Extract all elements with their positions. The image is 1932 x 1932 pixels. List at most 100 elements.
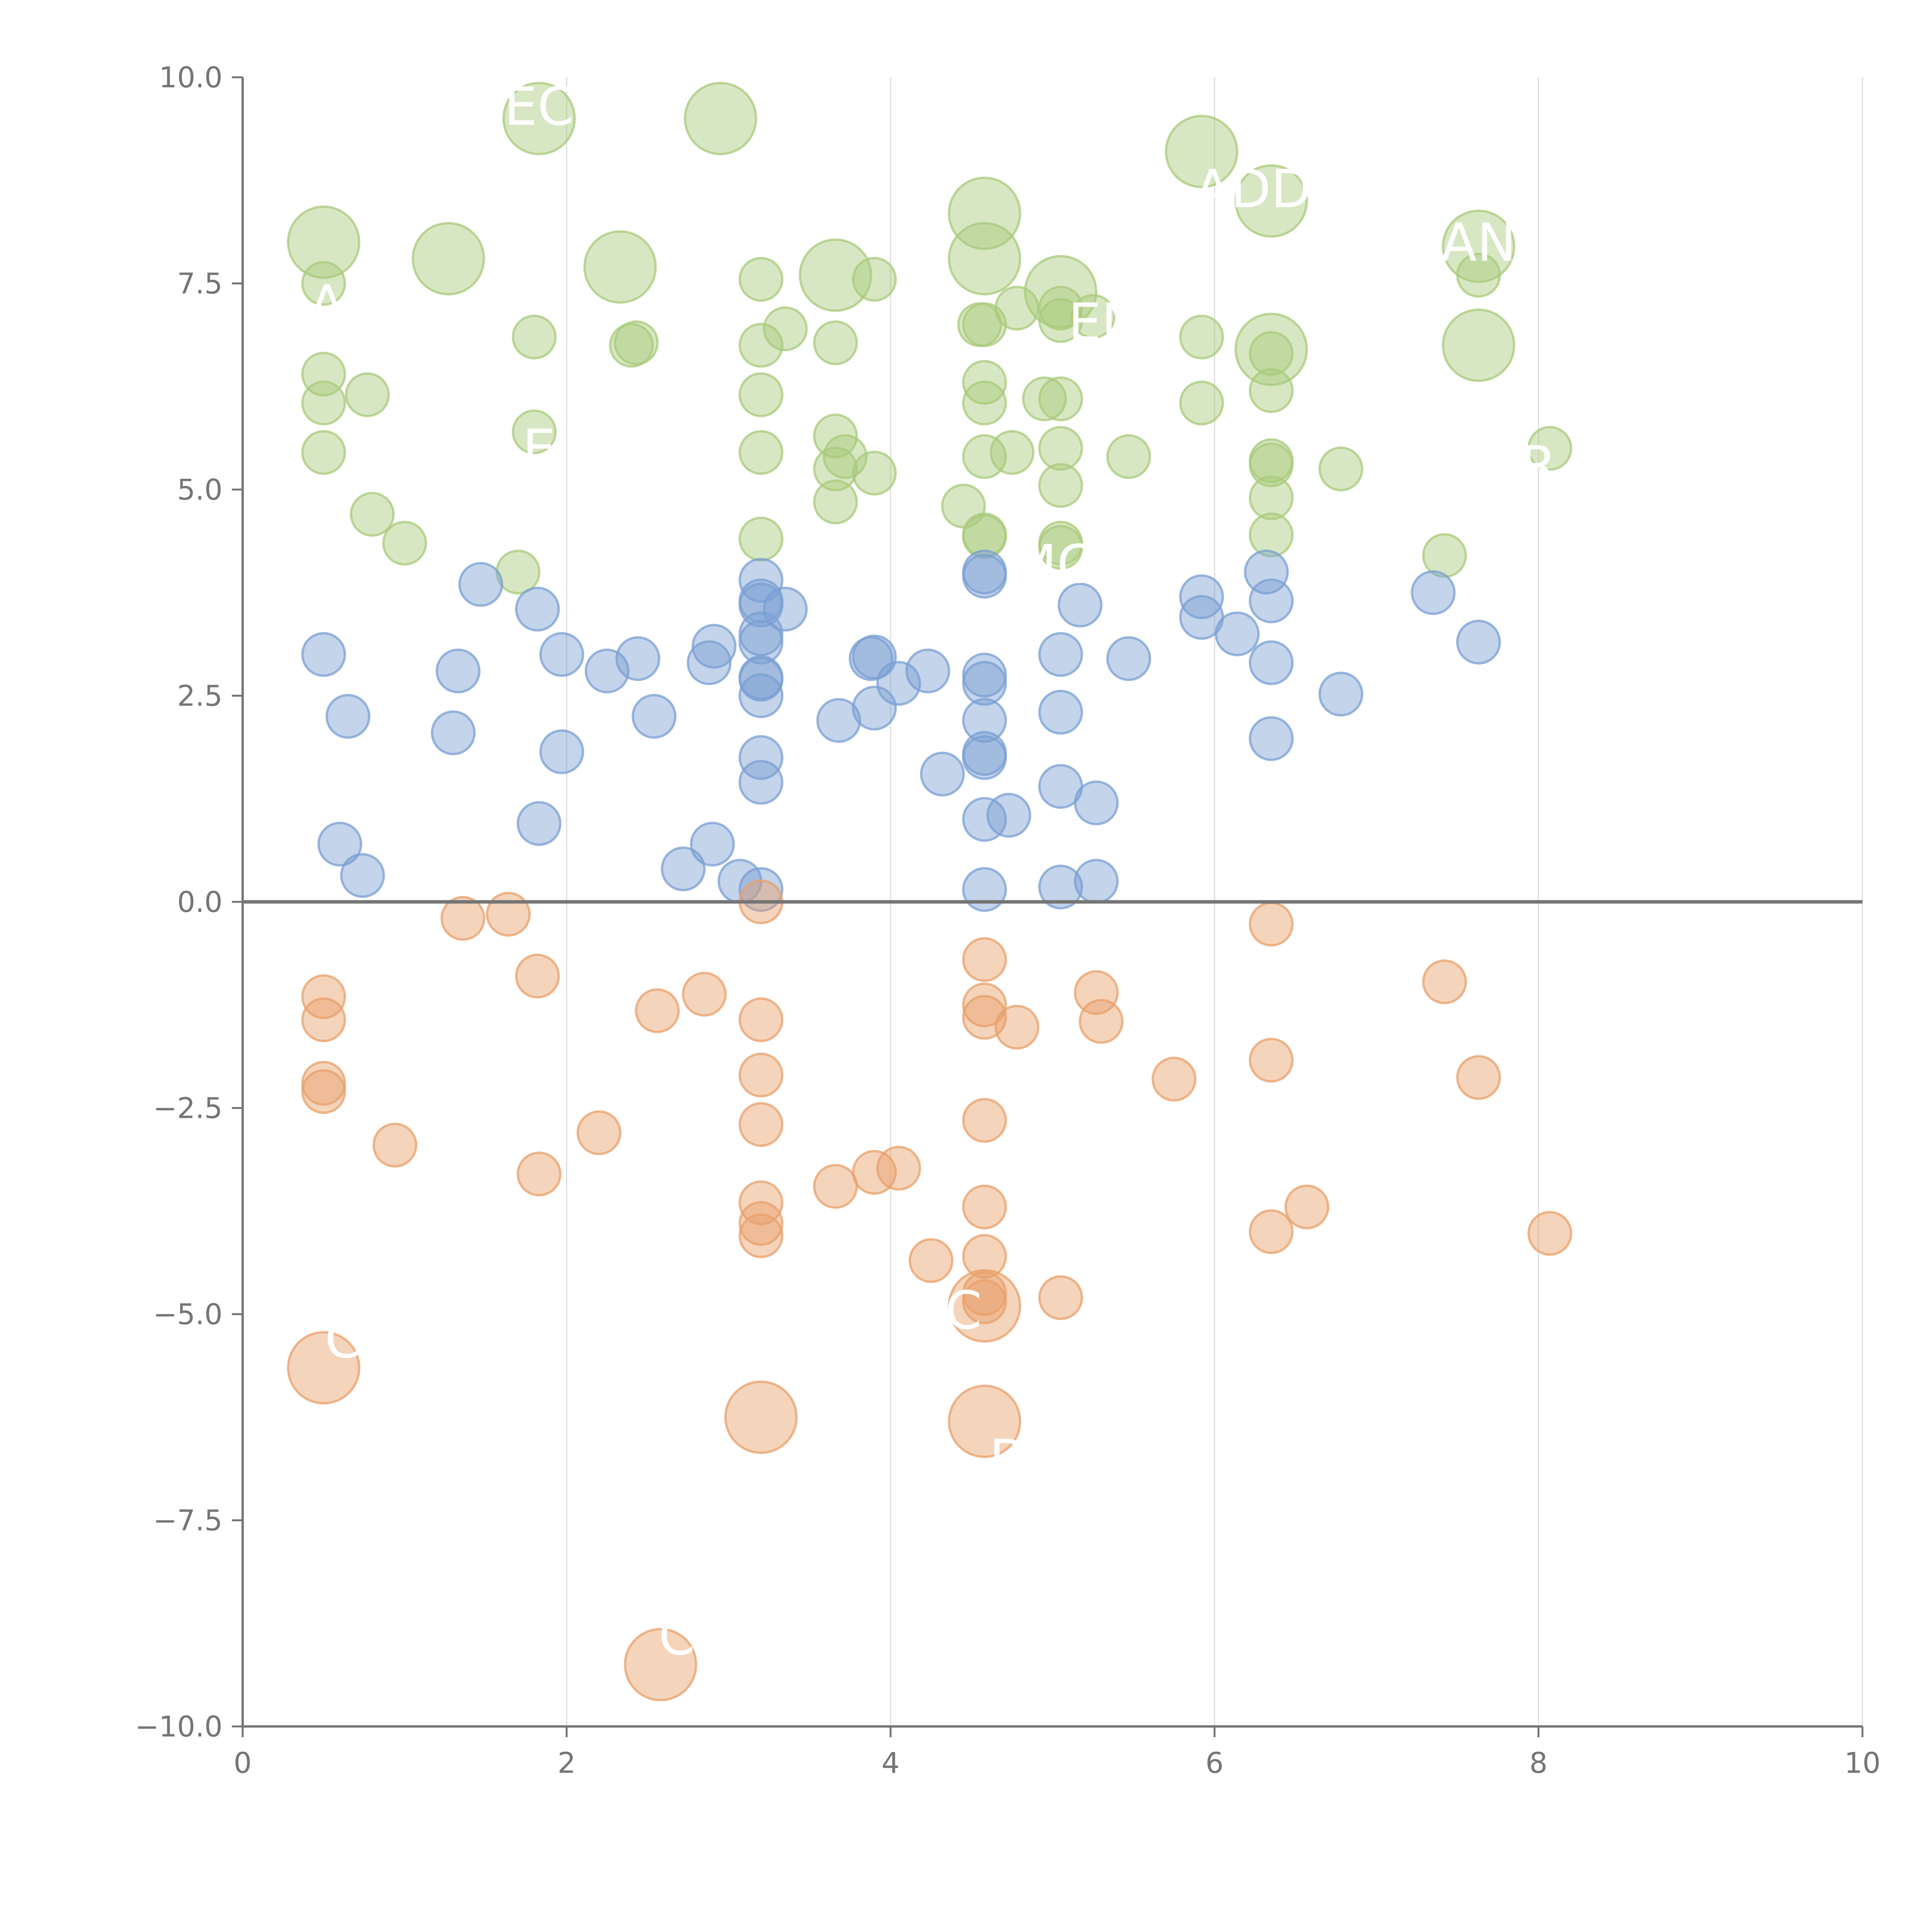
bubble-point (1106, 636, 1151, 681)
bubble-point (738, 257, 784, 302)
bubble-point (738, 673, 784, 718)
bubble-label: EN (1068, 293, 1141, 354)
bubble-point (962, 1279, 1007, 1324)
bubble-point (1022, 376, 1067, 422)
bubble-point (325, 694, 371, 739)
bubble-point (962, 867, 1007, 912)
bubble-point (813, 480, 858, 525)
y-tick-label: 7.5 (177, 267, 223, 301)
bubble-point (583, 230, 657, 304)
series-orange (287, 879, 1572, 1701)
bubble-point (813, 320, 858, 366)
bubble-point (724, 1380, 798, 1454)
bubble-point (962, 302, 1007, 347)
bubble-point (577, 1110, 622, 1155)
bubble-point (852, 685, 897, 731)
x-tick-label: 6 (1206, 1747, 1224, 1780)
bubble-point (1456, 619, 1501, 665)
bubble-label: ADDR (1194, 159, 1348, 220)
y-tick-label: 10.0 (159, 61, 223, 94)
bubble-point (486, 892, 531, 937)
bubble-point (512, 315, 557, 360)
bubble-point (287, 1331, 361, 1405)
series-layer (287, 82, 1572, 1701)
bubble-point (799, 238, 872, 312)
bubble-point (517, 801, 562, 846)
bubble-point (1078, 999, 1124, 1044)
bubble-point (823, 434, 868, 479)
bubble-point (430, 710, 476, 755)
bubble-point (691, 624, 736, 669)
bubble-point (1038, 298, 1083, 343)
bubble-point (738, 655, 784, 700)
bubble-point (345, 372, 390, 417)
bubble-point (539, 632, 584, 677)
bubble-point (1248, 1037, 1294, 1083)
bubble-point (1234, 164, 1308, 238)
bubble-point (372, 1122, 418, 1168)
bubble-point (1234, 313, 1308, 386)
y-tick-label: 5.0 (177, 473, 223, 507)
bubble-point (515, 587, 560, 632)
bubble-point (515, 954, 560, 999)
bubble-point (962, 661, 1007, 706)
bubble-point (301, 997, 346, 1043)
bubble-point (301, 261, 346, 306)
bubble-point (1248, 578, 1294, 624)
bubble-point (1151, 1056, 1197, 1102)
bubble-point (738, 1102, 784, 1147)
bubble-point (738, 1213, 784, 1259)
bubble-label: EC (504, 77, 574, 138)
bubble-point (517, 1151, 562, 1197)
bubble-point (738, 619, 784, 665)
bubble-point (1318, 672, 1364, 717)
bubble-point (1038, 632, 1083, 677)
y-tick-label: −5.0 (153, 1298, 223, 1331)
bubble-point (1058, 582, 1103, 628)
bubble-point (962, 514, 1007, 559)
bubble-point (962, 1098, 1007, 1143)
bubble-point (1248, 475, 1294, 520)
bubble-point (905, 648, 951, 694)
bubble-point (962, 380, 1007, 425)
bubble-point (539, 729, 584, 774)
bubble-point (962, 735, 1007, 780)
bubble-point (614, 320, 659, 366)
bubble-point (990, 430, 1035, 475)
bubble-point (684, 82, 757, 155)
bubble-point (502, 82, 576, 155)
bubble-point (1527, 426, 1572, 471)
bubble-point (738, 372, 784, 417)
bubble-point (1179, 315, 1224, 360)
bubble-point (962, 698, 1007, 743)
bubble-point (962, 1184, 1007, 1230)
bubble-point (738, 1053, 784, 1098)
y-tick-label: 2.5 (177, 680, 223, 713)
bubble-label: MC (1012, 534, 1094, 595)
bubble-point (994, 1005, 1039, 1050)
bubble-point (738, 735, 784, 780)
y-tick-label: −7.5 (153, 1504, 223, 1537)
axes-layer: 0 2 4 6 8 10 −10.0 −7.5 −5.0 −2.5 0.0 2.5 5.0 7.5 10.0 (135, 61, 1881, 1780)
bubble-point (947, 1384, 1021, 1458)
x-tick-label: 10 (1844, 1747, 1881, 1780)
bubble-label: B (989, 1429, 1025, 1490)
y-tick-label: −2.5 (153, 1092, 223, 1125)
bubble-point (382, 520, 427, 566)
bubble-point (1248, 640, 1294, 685)
bubble-point (1038, 376, 1083, 422)
bubble-point (301, 632, 346, 677)
bubble-point (687, 640, 732, 685)
bubble-point (1318, 446, 1364, 492)
x-tick-label: 0 (233, 1747, 252, 1780)
x-tick-label: 2 (558, 1747, 576, 1780)
bubble-point (813, 413, 858, 459)
bubble-point (876, 1146, 921, 1191)
bubble-point (301, 380, 346, 425)
bubble-point (920, 752, 965, 797)
bubble-point (738, 997, 784, 1043)
bubble-point (738, 430, 784, 475)
bubble-point (1038, 1275, 1083, 1320)
